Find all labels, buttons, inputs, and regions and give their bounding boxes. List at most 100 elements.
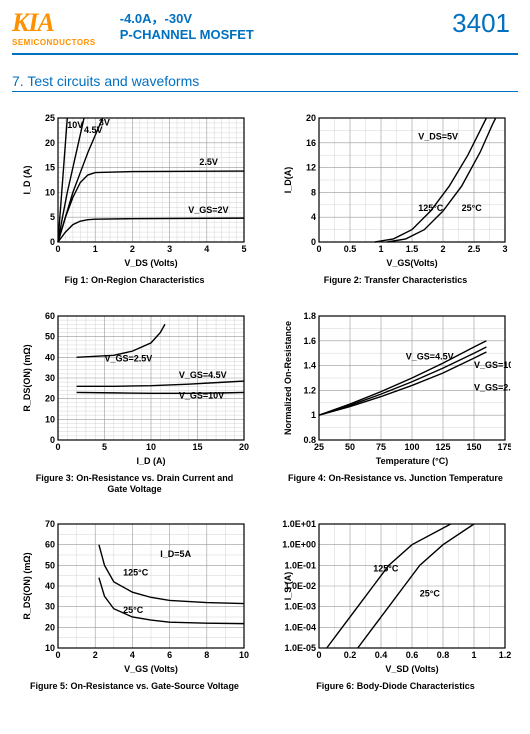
- svg-text:20: 20: [44, 138, 54, 148]
- svg-text:0: 0: [310, 237, 315, 247]
- fig6-svg: 00.20.40.60.811.21.0E-051.0E-041.0E-031.…: [281, 518, 511, 678]
- svg-text:30: 30: [44, 373, 54, 383]
- svg-text:10: 10: [238, 650, 248, 660]
- svg-text:Normalized On-Resistance: Normalized On-Resistance: [283, 321, 293, 435]
- header-rule: [12, 53, 518, 55]
- svg-text:0.5: 0.5: [343, 244, 356, 254]
- fig2-caption: Figure 2: Transfer Characteristics: [324, 275, 468, 286]
- svg-text:20: 20: [305, 113, 315, 123]
- header: KIA SEMICONDUCTORS -4.0A，-30V P-CHANNEL …: [0, 0, 530, 51]
- svg-text:0.2: 0.2: [343, 650, 356, 660]
- fig5-svg: 024681010203040506070125°C25°CI_D=5AV_GS…: [20, 518, 250, 678]
- svg-text:8: 8: [310, 187, 315, 197]
- svg-text:10: 10: [44, 187, 54, 197]
- svg-text:125°C: 125°C: [123, 568, 149, 578]
- chart-grid: 012345051015202510V4.5V3V2.5VV_GS=2VV_DS…: [0, 102, 530, 706]
- svg-text:15: 15: [192, 442, 202, 452]
- svg-text:I_D(A): I_D(A): [283, 167, 293, 194]
- svg-text:I_D (A): I_D (A): [136, 456, 165, 466]
- svg-text:V_DS (Volts): V_DS (Volts): [124, 258, 177, 268]
- svg-text:3V: 3V: [98, 117, 109, 127]
- fig6: 00.20.40.60.811.21.0E-051.0E-041.0E-031.…: [275, 518, 516, 692]
- spec-line-2: P-CHANNEL MOSFET: [120, 27, 452, 42]
- svg-text:60: 60: [44, 540, 54, 550]
- svg-text:0: 0: [55, 244, 60, 254]
- fig3-svg: 051015200102030405060V_GS=2.5VV_GS=4.5VV…: [20, 310, 250, 470]
- svg-text:3: 3: [167, 244, 172, 254]
- svg-text:2: 2: [92, 650, 97, 660]
- svg-text:V_GS=2V: V_GS=2V: [188, 205, 228, 215]
- svg-text:0.8: 0.8: [303, 435, 316, 445]
- svg-text:4: 4: [129, 650, 134, 660]
- svg-text:1.0E+00: 1.0E+00: [282, 540, 316, 550]
- svg-text:2: 2: [440, 244, 445, 254]
- svg-text:40: 40: [44, 352, 54, 362]
- svg-text:1.0E-04: 1.0E-04: [284, 623, 316, 633]
- svg-text:1: 1: [310, 410, 315, 420]
- svg-text:R_DS(ON) (mΩ): R_DS(ON) (mΩ): [22, 344, 32, 411]
- svg-text:I_D=5A: I_D=5A: [160, 549, 191, 559]
- svg-text:4: 4: [204, 244, 209, 254]
- svg-text:Temperature (°C): Temperature (°C): [375, 456, 447, 466]
- svg-text:75: 75: [375, 442, 385, 452]
- svg-text:I_S (A): I_S (A): [283, 572, 293, 601]
- svg-text:0: 0: [55, 442, 60, 452]
- svg-text:V_GS (Volts): V_GS (Volts): [124, 664, 178, 674]
- svg-text:125: 125: [435, 442, 450, 452]
- svg-text:125°C: 125°C: [373, 564, 399, 574]
- svg-text:50: 50: [44, 331, 54, 341]
- fig5: 024681010203040506070125°C25°CI_D=5AV_GS…: [14, 518, 255, 692]
- svg-text:0: 0: [49, 237, 54, 247]
- svg-text:25°C: 25°C: [123, 605, 144, 615]
- svg-text:0: 0: [316, 244, 321, 254]
- fig4: 2550751001251501750.811.21.41.61.8V_GS=4…: [275, 310, 516, 495]
- svg-text:10V: 10V: [67, 120, 83, 130]
- part-number: 3401: [452, 8, 518, 39]
- svg-text:1.0E-03: 1.0E-03: [284, 602, 316, 612]
- fig4-caption: Figure 4: On-Resistance vs. Junction Tem…: [288, 473, 503, 484]
- svg-text:V_GS=2.5V: V_GS=2.5V: [474, 382, 511, 392]
- fig1-svg: 012345051015202510V4.5V3V2.5VV_GS=2VV_DS…: [20, 112, 250, 272]
- svg-text:1: 1: [378, 244, 383, 254]
- svg-text:3: 3: [502, 244, 507, 254]
- svg-text:V_GS=10V: V_GS=10V: [178, 390, 223, 400]
- svg-text:5: 5: [241, 244, 246, 254]
- svg-text:2.5V: 2.5V: [199, 157, 218, 167]
- svg-text:1.5: 1.5: [405, 244, 418, 254]
- svg-text:25: 25: [44, 113, 54, 123]
- svg-text:2: 2: [129, 244, 134, 254]
- svg-text:10: 10: [44, 414, 54, 424]
- svg-text:50: 50: [44, 561, 54, 571]
- spec-block: -4.0A，-30V P-CHANNEL MOSFET: [120, 8, 452, 42]
- fig4-svg: 2550751001251501750.811.21.41.61.8V_GS=4…: [281, 310, 511, 470]
- svg-text:R_DS(ON) (mΩ): R_DS(ON) (mΩ): [22, 553, 32, 620]
- svg-text:50: 50: [344, 442, 354, 452]
- svg-text:6: 6: [167, 650, 172, 660]
- fig3: 051015200102030405060V_GS=2.5VV_GS=4.5VV…: [14, 310, 255, 495]
- svg-text:20: 20: [44, 393, 54, 403]
- svg-text:10: 10: [44, 643, 54, 653]
- svg-text:0: 0: [55, 650, 60, 660]
- fig2: 00.511.522.53048121620125°C25°CV_DS=5VV_…: [275, 112, 516, 286]
- svg-text:5: 5: [49, 212, 54, 222]
- svg-text:16: 16: [305, 138, 315, 148]
- svg-text:V_GS=4.5V: V_GS=4.5V: [405, 351, 453, 361]
- svg-text:1.2: 1.2: [498, 650, 510, 660]
- svg-text:1: 1: [471, 650, 476, 660]
- svg-text:15: 15: [44, 163, 54, 173]
- svg-text:8: 8: [204, 650, 209, 660]
- fig2-svg: 00.511.522.53048121620125°C25°CV_DS=5VV_…: [281, 112, 511, 272]
- svg-text:0: 0: [49, 435, 54, 445]
- spec-line-1: -4.0A，-30V: [120, 8, 452, 27]
- svg-text:V_GS=2.5V: V_GS=2.5V: [104, 353, 152, 363]
- svg-text:0.4: 0.4: [374, 650, 387, 660]
- svg-text:V_GS(Volts): V_GS(Volts): [386, 258, 437, 268]
- fig1: 012345051015202510V4.5V3V2.5VV_GS=2VV_DS…: [14, 112, 255, 286]
- svg-text:60: 60: [44, 311, 54, 321]
- svg-text:150: 150: [466, 442, 481, 452]
- svg-text:0.6: 0.6: [405, 650, 418, 660]
- svg-text:V_SD (Volts): V_SD (Volts): [385, 664, 438, 674]
- svg-text:5: 5: [101, 442, 106, 452]
- svg-text:40: 40: [44, 581, 54, 591]
- svg-text:125°C: 125°C: [418, 203, 444, 213]
